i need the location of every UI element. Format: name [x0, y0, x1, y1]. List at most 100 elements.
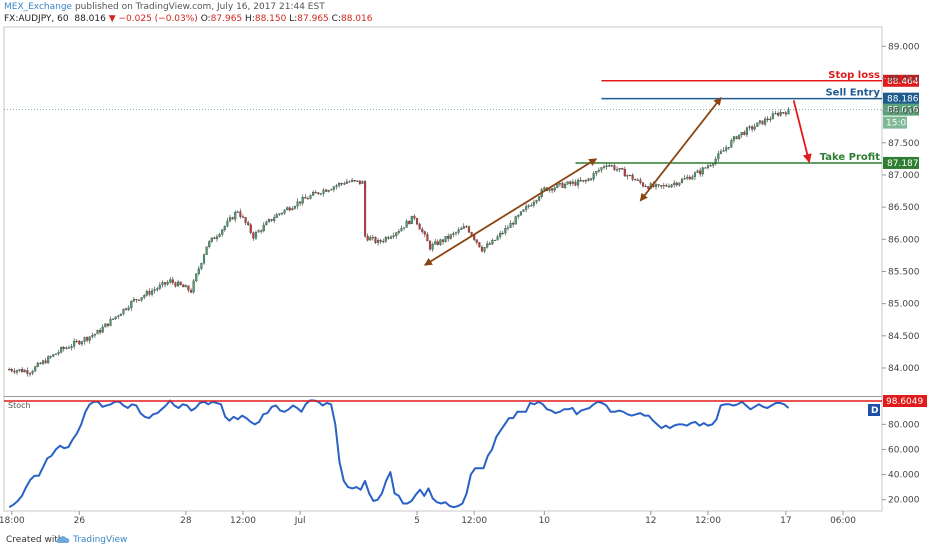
candle-up [618, 167, 621, 170]
candle-up [351, 180, 354, 182]
candle-up [145, 291, 148, 296]
candle-down [86, 337, 89, 341]
candle-up [117, 315, 120, 317]
candle-up [730, 140, 733, 148]
stochastic-panel: Stoch 98.6049 D [4, 395, 927, 509]
candle-up [309, 195, 312, 199]
candle-up [47, 356, 50, 364]
candle-down [247, 222, 250, 225]
candle-down [171, 279, 174, 283]
chart-frame [3, 26, 883, 512]
candle-down [584, 180, 587, 182]
candle-up [787, 109, 790, 115]
candle-up [322, 189, 325, 194]
candle-up [486, 243, 489, 248]
candle-down [182, 284, 185, 288]
x-tick-label: 12:00 [695, 516, 721, 526]
candle-down [138, 299, 141, 301]
candle-down [465, 226, 468, 228]
candle-down [340, 183, 343, 185]
candle-up [140, 297, 143, 301]
candle-up [369, 237, 372, 241]
candle-up [566, 181, 569, 185]
candle-up [41, 360, 45, 364]
candle-up [371, 237, 374, 239]
candle-down [766, 118, 769, 121]
candle-up [286, 207, 289, 211]
candle-up [275, 214, 278, 218]
candle-up [709, 165, 712, 167]
x-tick-label: 12 [645, 516, 656, 526]
candle-down [356, 180, 359, 182]
candle-down [413, 215, 416, 219]
candle-up [449, 234, 452, 239]
candle-up [335, 185, 338, 187]
candle-up [680, 179, 684, 184]
candle-up [327, 190, 330, 192]
candle-up [262, 224, 265, 232]
candle-up [73, 340, 76, 347]
candle-down [239, 211, 242, 217]
candle-down [784, 112, 787, 115]
candle-down [441, 239, 445, 242]
candle-down [260, 230, 263, 232]
candle-up [228, 217, 232, 222]
candle-up [454, 232, 458, 234]
candle-up [431, 244, 434, 250]
candle-down [428, 240, 432, 250]
stoch-series-badge [868, 404, 880, 416]
candle-up [169, 279, 172, 283]
candle-up [361, 181, 364, 184]
candle-down [44, 360, 47, 364]
candle-up [234, 212, 237, 220]
candle-up [410, 215, 413, 225]
candle-up [49, 356, 52, 358]
y-tick-label: 86.000 [888, 235, 920, 245]
take-profit-price-text: 87.187 [887, 159, 919, 169]
candle-down [179, 281, 182, 286]
candle-down [639, 179, 642, 183]
candle-down [135, 299, 138, 301]
tradingview-cloud-icon [56, 536, 70, 543]
y-tick-label: 87.500 [888, 139, 920, 149]
x-tick-label: 26 [74, 516, 86, 526]
candle-down [78, 340, 81, 345]
candle-up [595, 171, 598, 174]
candle-down [415, 218, 419, 225]
candle-up [122, 308, 125, 315]
candle-down [306, 198, 309, 200]
candle-up [330, 189, 333, 191]
candle-down [475, 239, 478, 243]
candle-down [657, 184, 660, 186]
candle-up [670, 184, 673, 188]
candle-down [743, 132, 746, 135]
candle-up [654, 184, 658, 188]
stoch-title: Stoch [8, 401, 31, 410]
candle-up [389, 236, 393, 239]
candle-up [597, 169, 600, 172]
candle-up [65, 347, 68, 349]
y-tick-label: 85.000 [888, 300, 920, 310]
candle-up [558, 182, 561, 185]
tradingview-brand[interactable]: TradingView [73, 535, 128, 545]
candle-up [460, 228, 463, 230]
candle-up [273, 217, 276, 221]
symbol-label[interactable]: FX:AUDJPY, 60 [4, 14, 69, 24]
candle-down [106, 323, 109, 326]
candle-up [608, 165, 611, 167]
open-label: O: [200, 14, 211, 24]
candle-up [278, 213, 281, 215]
high-value: 88.150 [254, 14, 287, 24]
candle-up [91, 335, 94, 337]
candle-up [517, 214, 520, 217]
candle-up [184, 285, 187, 288]
candle-down [631, 174, 634, 180]
publisher-name[interactable]: MEX_Exchange [4, 2, 73, 12]
y-tick-label: 89.000 [888, 42, 920, 52]
candle-up [151, 290, 154, 295]
candle-up [88, 336, 91, 341]
candle-up [712, 163, 715, 166]
candle-down [8, 369, 11, 371]
candle-down [675, 182, 678, 186]
